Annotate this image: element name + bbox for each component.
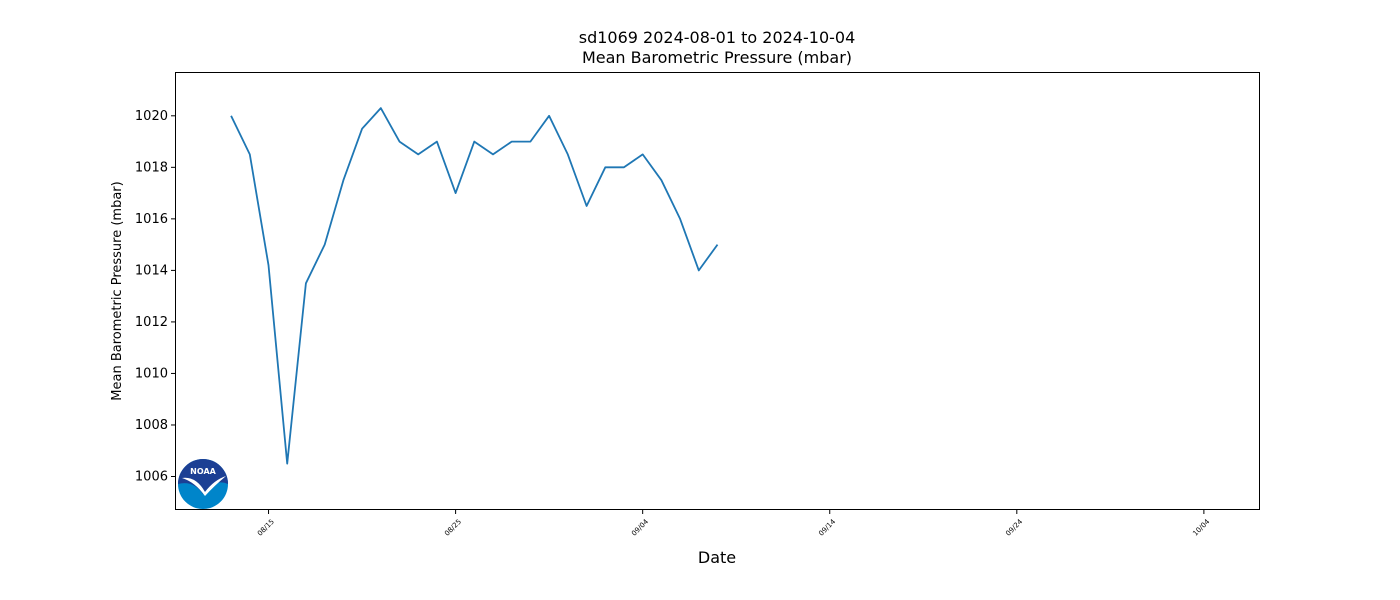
x-tick-label: 09/14 — [817, 517, 837, 537]
x-tick-label: 08/25 — [443, 518, 463, 538]
chart-subtitle: Mean Barometric Pressure (mbar) — [582, 48, 852, 67]
x-tick-label: 09/24 — [1004, 517, 1024, 537]
y-tick-label: 1006 — [135, 470, 168, 485]
y-tick-label: 1010 — [135, 366, 168, 381]
y-tick-label: 1014 — [135, 263, 168, 278]
x-tick-label: 09/04 — [630, 517, 650, 537]
y-tick-label: 1008 — [135, 418, 168, 433]
chart-title: sd1069 2024-08-01 to 2024-10-04 — [579, 28, 856, 47]
y-tick-label: 1018 — [135, 160, 168, 175]
logo-gull — [182, 476, 226, 496]
logo-top — [178, 459, 228, 494]
logo-text: NOAA — [190, 467, 216, 476]
y-tick-label: 1020 — [135, 109, 168, 124]
y-tick-label: 1016 — [135, 212, 168, 227]
plot-frame — [175, 72, 1260, 510]
y-axis-label: Mean Barometric Pressure (mbar) — [110, 181, 125, 400]
x-tick-label: 10/04 — [1191, 517, 1211, 537]
data-line — [230, 107, 719, 465]
y-tick-label: 1012 — [135, 315, 168, 330]
logo: NOAA — [178, 459, 228, 509]
x-tick-label: 08/15 — [256, 518, 276, 538]
x-axis-label: Date — [698, 548, 736, 567]
